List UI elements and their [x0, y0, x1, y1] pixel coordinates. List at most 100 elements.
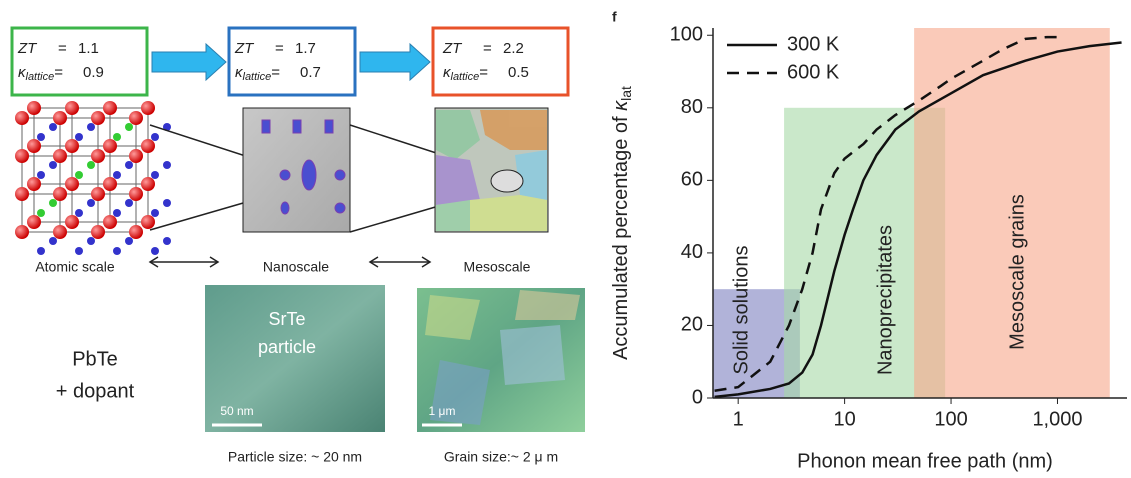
arrow	[360, 44, 430, 80]
atom	[49, 161, 57, 169]
atom	[163, 161, 171, 169]
box	[229, 28, 355, 95]
atom	[53, 225, 67, 239]
atom	[113, 171, 121, 179]
atom	[125, 161, 133, 169]
atom	[15, 111, 29, 125]
atom	[49, 199, 57, 207]
scale-label: Atomic scale	[35, 259, 115, 275]
x-axis-title: Phonon mean free path (nm)	[797, 450, 1053, 472]
scale-label: Nanoscale	[263, 259, 329, 275]
y-tick-label: 60	[681, 169, 703, 191]
y-tick-label: 40	[681, 241, 703, 263]
legend-label: 600 K	[787, 61, 840, 83]
x-tick-label: 1,000	[1032, 408, 1082, 430]
atom	[53, 187, 67, 201]
atom	[125, 199, 133, 207]
equals: =	[479, 64, 488, 81]
box	[12, 28, 147, 95]
magnifier	[491, 170, 523, 192]
material: PbTe	[72, 348, 118, 370]
atom	[103, 139, 117, 153]
atom	[75, 209, 83, 217]
atom	[65, 177, 79, 191]
kappa-value: 0.5	[508, 64, 529, 81]
equals: =	[483, 40, 492, 57]
box	[433, 28, 568, 95]
equals: =	[58, 40, 67, 57]
atom	[75, 133, 83, 141]
atom	[151, 171, 159, 179]
atom	[103, 177, 117, 191]
atom	[65, 101, 79, 115]
atom	[91, 187, 105, 201]
atom	[163, 199, 171, 207]
atom	[49, 237, 57, 245]
atom	[27, 139, 41, 153]
scale-bar-label: 1 μm	[429, 404, 456, 418]
atom	[87, 123, 95, 131]
kappa-value: 0.7	[300, 64, 321, 81]
material: + dopant	[56, 380, 135, 402]
atom	[37, 133, 45, 141]
legend-label: 300 K	[787, 33, 840, 55]
atom	[91, 149, 105, 163]
atom	[141, 177, 155, 191]
atom	[87, 199, 95, 207]
atom	[87, 161, 95, 169]
atom	[37, 247, 45, 255]
atom	[151, 209, 159, 217]
photo-label: SrTe	[268, 309, 305, 329]
atom	[27, 101, 41, 115]
atom	[53, 111, 67, 125]
scale-bar-label: 50 nm	[220, 404, 253, 418]
atom	[129, 149, 143, 163]
atom	[113, 133, 121, 141]
atom	[113, 247, 121, 255]
panel-label: f	[612, 9, 617, 25]
atom	[141, 101, 155, 115]
region-label: Mesoscale grains	[1006, 194, 1028, 350]
atom	[15, 149, 29, 163]
atom	[37, 171, 45, 179]
atom	[75, 171, 83, 179]
atom	[125, 237, 133, 245]
atom	[91, 111, 105, 125]
atom	[49, 123, 57, 131]
equals: =	[275, 40, 284, 57]
zt-label: ZT	[442, 40, 463, 57]
y-axis-title: Accumulated percentage of κlat	[610, 86, 633, 360]
atom	[163, 237, 171, 245]
atom	[15, 187, 29, 201]
atom	[129, 187, 143, 201]
atom	[141, 139, 155, 153]
scale-label: Mesoscale	[464, 259, 531, 275]
caption: Particle size: ~ 20 nm	[228, 449, 362, 465]
y-tick-label: 20	[681, 314, 703, 336]
atom	[37, 209, 45, 217]
atom	[129, 111, 143, 125]
atom	[151, 247, 159, 255]
equals: =	[271, 64, 280, 81]
equals: =	[54, 64, 63, 81]
photo-label: particle	[258, 337, 316, 357]
atom	[103, 215, 117, 229]
atom	[87, 237, 95, 245]
zt-value: 2.2	[503, 40, 524, 57]
atom	[129, 225, 143, 239]
atom	[53, 149, 67, 163]
atom	[15, 225, 29, 239]
zt-label: ZT	[17, 40, 38, 57]
arrow	[152, 44, 226, 80]
region-label: Nanoprecipitates	[874, 225, 896, 375]
y-tick-label: 100	[670, 24, 703, 46]
x-tick-label: 100	[934, 408, 967, 430]
kappa-sub: lattice	[26, 71, 55, 83]
y-tick-label: 0	[692, 386, 703, 408]
crystal-lattice	[15, 101, 171, 255]
atom	[75, 247, 83, 255]
atom	[125, 123, 133, 131]
atom	[65, 215, 79, 229]
caption: Grain size:~ 2 μ m	[444, 449, 558, 465]
y-axis-title-text: Accumulated percentage of	[610, 111, 632, 360]
